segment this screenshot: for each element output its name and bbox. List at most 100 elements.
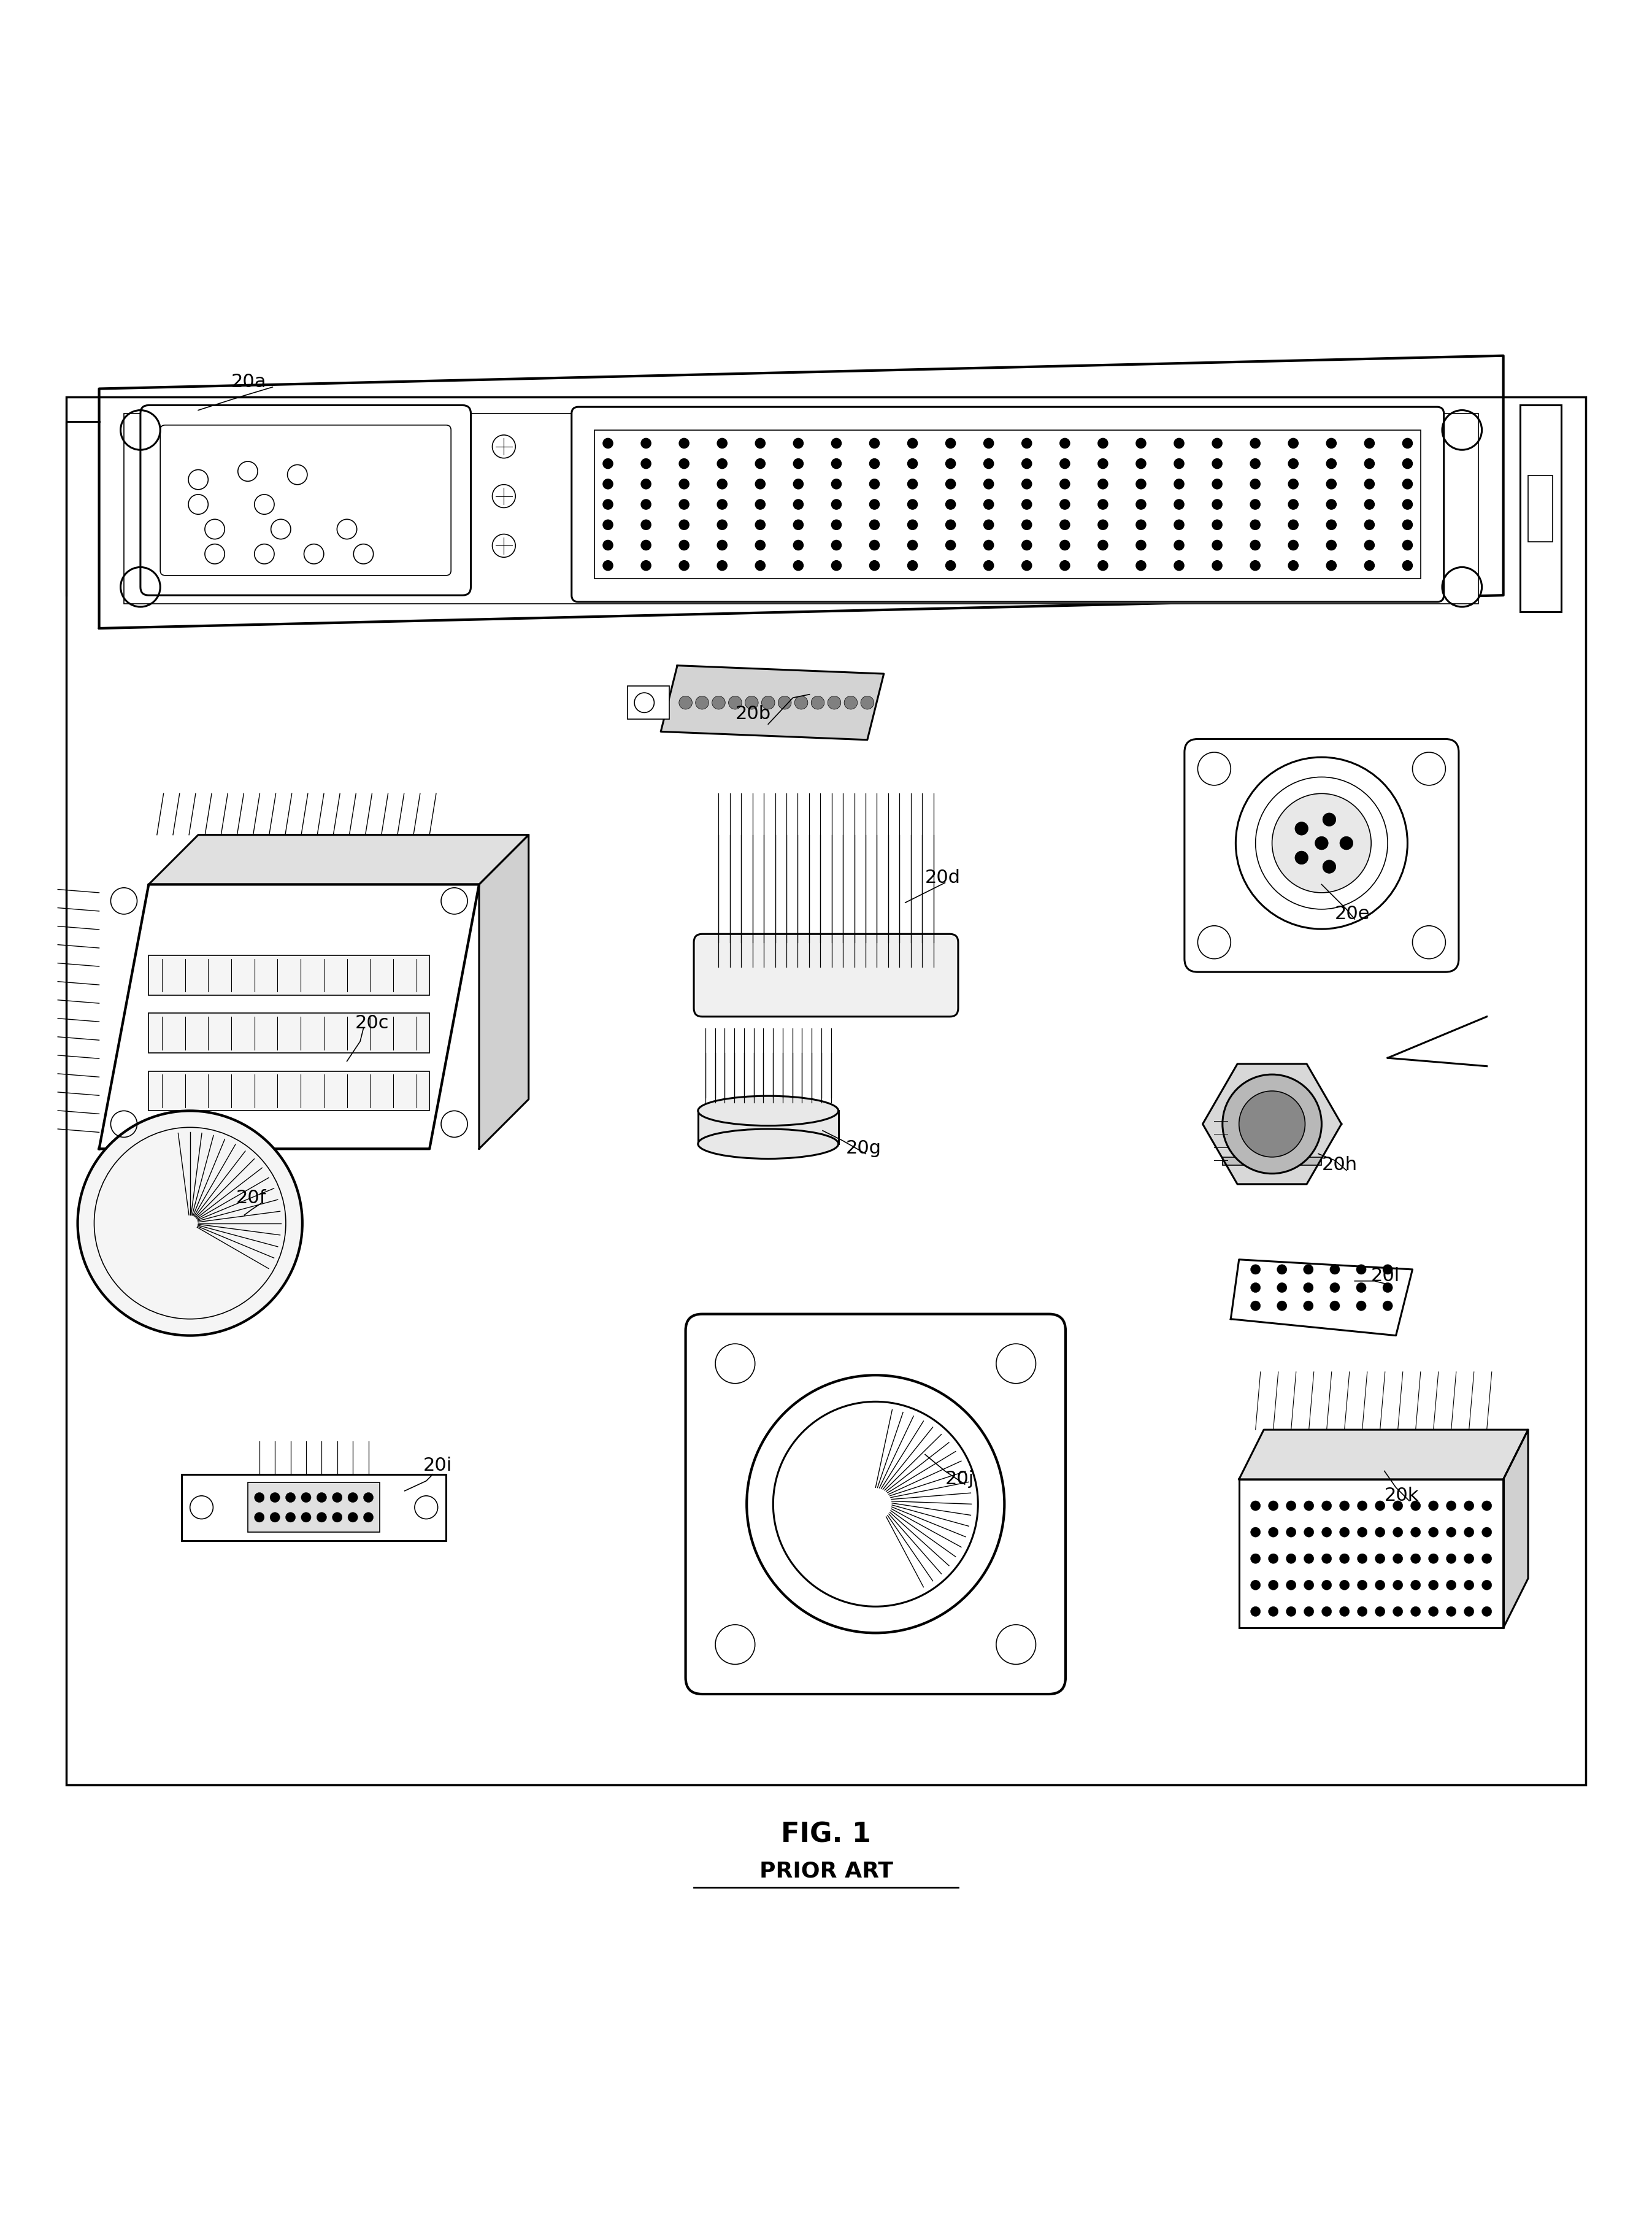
Circle shape: [1222, 1074, 1322, 1174]
Circle shape: [1251, 1526, 1260, 1537]
Circle shape: [1393, 1579, 1403, 1590]
Circle shape: [1251, 498, 1260, 509]
Circle shape: [1137, 459, 1146, 470]
Circle shape: [1023, 459, 1032, 470]
Circle shape: [1327, 478, 1336, 490]
Circle shape: [1175, 521, 1184, 529]
Circle shape: [1251, 1606, 1260, 1617]
Circle shape: [641, 459, 651, 470]
Circle shape: [1340, 1606, 1350, 1617]
Circle shape: [1327, 521, 1336, 529]
Circle shape: [641, 439, 651, 447]
Circle shape: [349, 1513, 358, 1522]
Circle shape: [1445, 1579, 1455, 1590]
Ellipse shape: [697, 1096, 839, 1125]
Circle shape: [332, 1493, 342, 1502]
Circle shape: [1213, 478, 1222, 490]
Text: 20h: 20h: [1322, 1156, 1358, 1174]
Circle shape: [1303, 1502, 1313, 1511]
Circle shape: [1403, 540, 1412, 549]
Circle shape: [286, 1493, 296, 1502]
Circle shape: [1411, 1553, 1421, 1564]
Bar: [1520, 405, 1561, 611]
FancyBboxPatch shape: [694, 935, 958, 1017]
Circle shape: [1403, 521, 1412, 529]
Circle shape: [317, 1513, 327, 1522]
Circle shape: [1175, 560, 1184, 571]
Circle shape: [869, 498, 879, 509]
Circle shape: [1251, 478, 1260, 490]
Circle shape: [1356, 1300, 1366, 1311]
Circle shape: [907, 560, 917, 571]
Circle shape: [1277, 1282, 1287, 1294]
Circle shape: [1429, 1502, 1439, 1511]
Circle shape: [1061, 540, 1070, 549]
Circle shape: [945, 521, 955, 529]
Circle shape: [1374, 1526, 1384, 1537]
Circle shape: [1175, 540, 1184, 549]
Circle shape: [603, 540, 613, 549]
Bar: [1222, 1156, 1322, 1165]
Bar: [697, 1110, 838, 1143]
Circle shape: [907, 478, 917, 490]
Circle shape: [1061, 498, 1070, 509]
Circle shape: [1061, 560, 1070, 571]
Circle shape: [641, 498, 651, 509]
Bar: [66, 396, 1586, 1785]
Circle shape: [755, 540, 765, 549]
Circle shape: [1251, 1265, 1260, 1274]
Circle shape: [1393, 1553, 1403, 1564]
Circle shape: [301, 1493, 311, 1502]
Circle shape: [945, 498, 955, 509]
Circle shape: [1251, 540, 1260, 549]
Circle shape: [1289, 478, 1298, 490]
Circle shape: [1383, 1282, 1393, 1294]
Circle shape: [828, 696, 841, 709]
Circle shape: [755, 560, 765, 571]
Circle shape: [1482, 1526, 1492, 1537]
Circle shape: [1403, 478, 1412, 490]
Circle shape: [603, 459, 613, 470]
Circle shape: [1175, 459, 1184, 470]
Circle shape: [1374, 1579, 1384, 1590]
Circle shape: [945, 560, 955, 571]
Circle shape: [869, 521, 879, 529]
Circle shape: [1251, 1300, 1260, 1311]
Circle shape: [793, 540, 803, 549]
Circle shape: [1411, 1606, 1421, 1617]
Circle shape: [679, 696, 692, 709]
Circle shape: [1374, 1502, 1384, 1511]
Circle shape: [1023, 540, 1032, 549]
Circle shape: [745, 696, 758, 709]
Circle shape: [1251, 521, 1260, 529]
Circle shape: [1464, 1502, 1474, 1511]
Circle shape: [1099, 439, 1108, 447]
Circle shape: [717, 540, 727, 549]
Text: FIG. 1: FIG. 1: [781, 1821, 871, 1847]
Circle shape: [1303, 1265, 1313, 1274]
Circle shape: [679, 560, 689, 571]
Circle shape: [907, 498, 917, 509]
Bar: [149, 1012, 430, 1052]
Circle shape: [1289, 560, 1298, 571]
FancyBboxPatch shape: [160, 425, 451, 576]
Circle shape: [1327, 459, 1336, 470]
Circle shape: [1393, 1502, 1403, 1511]
Circle shape: [641, 521, 651, 529]
Circle shape: [717, 459, 727, 470]
Circle shape: [332, 1513, 342, 1522]
Circle shape: [945, 540, 955, 549]
Bar: [149, 1072, 430, 1110]
Circle shape: [983, 459, 993, 470]
Circle shape: [1365, 459, 1374, 470]
Circle shape: [349, 1493, 358, 1502]
Circle shape: [1023, 498, 1032, 509]
Circle shape: [1289, 521, 1298, 529]
Polygon shape: [1231, 1260, 1412, 1336]
Circle shape: [1327, 540, 1336, 549]
Circle shape: [603, 560, 613, 571]
Circle shape: [1482, 1606, 1492, 1617]
Circle shape: [1340, 1526, 1350, 1537]
Circle shape: [1482, 1553, 1492, 1564]
Circle shape: [1303, 1579, 1313, 1590]
